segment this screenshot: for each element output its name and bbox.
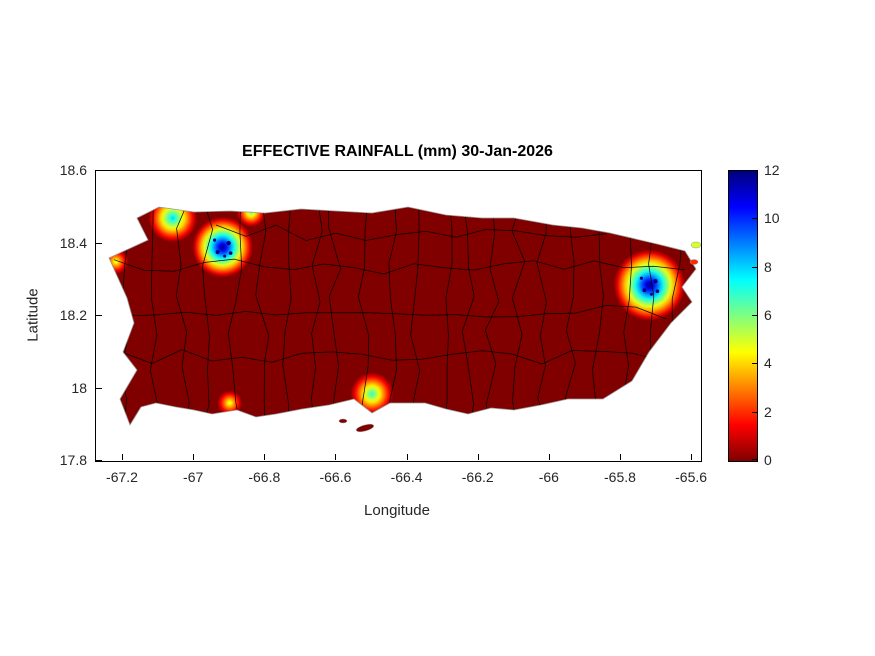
colorbar-tick-label: 12 [764,162,780,178]
rain-cell-south-central-coast [350,372,394,416]
chart-title: EFFECTIVE RAINFALL (mm) 30-Jan-2026 [242,143,553,160]
offshore-islet [689,259,699,265]
x-tick-mark [619,454,621,460]
x-tick-label: -65.8 [604,469,636,485]
x-tick-label: -66.8 [248,469,281,485]
colorbar-tick-label: 0 [764,452,772,468]
municipality-boundary [227,207,243,425]
rain-cell-northwest-interior [192,216,253,278]
rain-core-dot [649,292,653,296]
rain-core-dot [228,251,233,255]
municipality-boundary [282,207,292,425]
offshore-islets [338,241,701,432]
municipality-boundary [125,305,667,320]
municipality-boundary [441,207,453,425]
map-svg [108,206,701,432]
x-tick-label: -66 [538,469,559,485]
island-coastline [108,206,697,426]
colorbar-tick-mark [752,266,757,268]
x-tick-mark [548,454,550,460]
offshore-islet [690,241,701,249]
rain-core-dot [642,288,647,293]
y-tick-mark [96,242,102,244]
x-tick-mark [691,454,693,460]
rain-cell-northwest-coast [148,207,198,243]
colorbar-tick-mark [752,459,757,460]
colorbar-tick-mark [752,315,757,316]
y-tick-mark [96,460,102,461]
municipality-boundary [409,207,421,425]
colorbar-tick-label: 4 [764,355,772,372]
rain-core-dot [213,238,217,242]
colorbar-tick-label: 6 [764,307,772,323]
rain-cell-north-coast-small [236,207,266,227]
x-tick-label: -66.4 [390,469,423,485]
y-tick-label: 18.4 [59,234,87,251]
x-tick-mark [193,454,195,460]
rain-core-dot [653,278,658,284]
y-tick-mark [96,170,102,171]
x-tick-mark [406,454,408,460]
x-tick-mark [264,454,266,460]
y-tick-mark [96,315,102,316]
y-tick-mark [96,387,102,389]
rain-core-dot [226,240,231,246]
municipality-boundary [484,207,500,425]
x-tick-label: -65.6 [675,469,708,485]
y-tick-label: 18.6 [59,162,87,178]
municipality-boundary [113,258,685,275]
municipality-boundary [121,349,663,365]
plot-area [95,170,702,462]
colorbar-tick-mark [752,218,757,220]
rain-core-dot [639,276,644,280]
municipality-boundary [215,224,607,241]
x-tick-label: -66.6 [319,469,352,485]
municipality-boundary [175,207,190,425]
x-tick-label: -67 [183,469,204,485]
x-tick-mark [335,454,337,460]
x-tick-label: -67.2 [106,469,138,485]
x-tick-mark [122,454,124,460]
colorbar-tick-label: 10 [764,210,780,227]
municipality-boundary [536,207,551,425]
rain-core-dot [215,250,220,255]
colorbar-tick-label: 8 [764,258,772,275]
colorbar-tick-mark [752,411,757,413]
rain-core-dot [223,254,227,258]
municipality-boundary [388,207,397,425]
colorbar-tick-label: 2 [764,403,772,420]
island-landmass [109,207,696,425]
x-tick-mark [477,454,479,460]
rainfall-hotspots [109,207,686,416]
municipality-boundary [201,207,213,425]
x-axis-label: Longitude [364,502,430,519]
municipality-boundary [149,207,160,425]
colorbar-tick-mark [752,363,757,365]
municipality-boundary [358,207,370,425]
offshore-islet [356,424,374,432]
rain-cell-southwest-coast [217,390,243,416]
offshore-islet [338,418,348,424]
y-tick-label: 18.2 [59,307,87,323]
y-tick-label: 18 [71,379,87,396]
colorbar-tick-mark [752,170,757,171]
municipality-boundary [255,207,270,425]
rain-core-dot [655,289,660,293]
x-tick-label: -66.2 [461,469,494,485]
municipality-boundary [461,207,475,425]
y-tick-label: 17.8 [59,452,87,468]
colorbar [728,170,758,462]
